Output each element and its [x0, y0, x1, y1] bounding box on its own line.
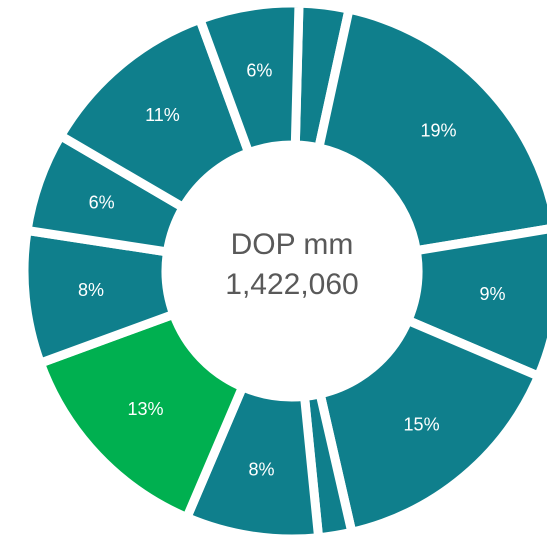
segment-label: 13% — [127, 399, 163, 419]
segment-label: 15% — [404, 415, 440, 435]
segment-label: 8% — [78, 280, 104, 300]
segment-label: 19% — [421, 121, 457, 141]
donut-segment — [194, 0, 304, 159]
segment-label: 6% — [246, 60, 272, 80]
donut-segment — [314, 314, 545, 537]
segment-label: 9% — [480, 284, 506, 304]
donut-segment — [34, 308, 249, 524]
center-total: 1,422,060 — [225, 268, 358, 301]
center-title: DOP mm — [231, 228, 354, 261]
segment-label: 8% — [248, 459, 274, 479]
segment-label: 11% — [145, 105, 180, 125]
donut-segment — [313, 3, 547, 256]
segment-label: 6% — [89, 192, 115, 212]
